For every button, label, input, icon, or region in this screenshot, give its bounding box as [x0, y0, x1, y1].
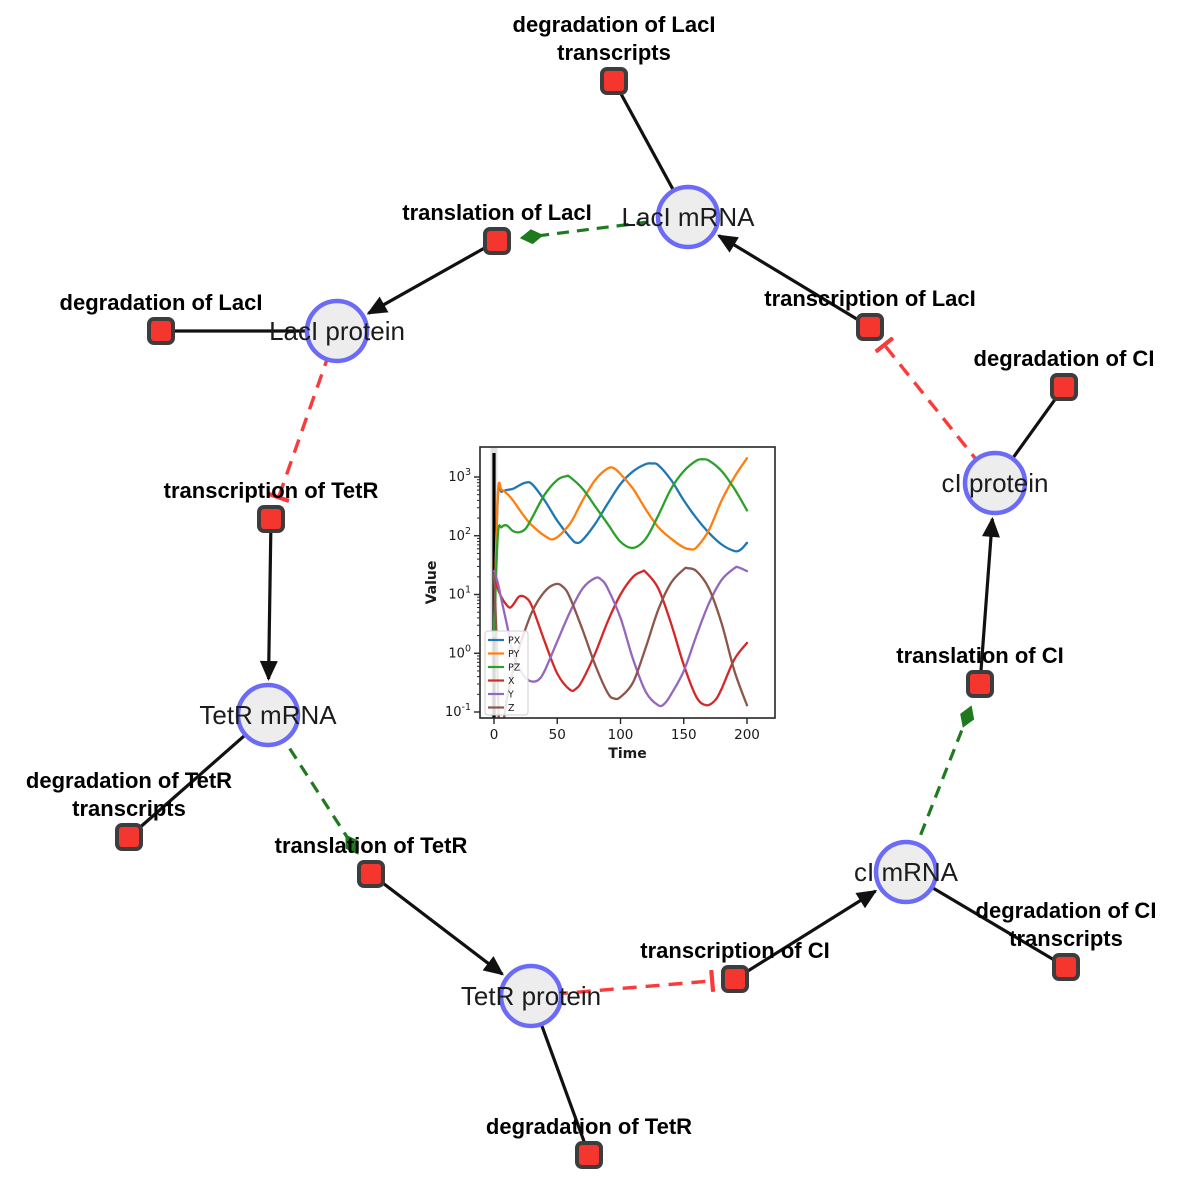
series-PY — [492, 457, 749, 637]
reaction-node-deg-ci-transcripts[interactable] — [1052, 953, 1080, 981]
legend-label-X: X — [508, 676, 515, 687]
reaction-label-translation-tetr: translation of TetR — [275, 833, 468, 858]
x-axis-label: Time — [608, 746, 646, 762]
species-node-laci-mrna[interactable] — [655, 184, 721, 250]
reaction-label-deg-tetr: degradation of TetR — [486, 1114, 692, 1139]
x-tick-50: 50 — [549, 727, 566, 743]
species-node-ci-mrna[interactable] — [873, 839, 939, 905]
reaction-node-translation-tetr[interactable] — [357, 860, 385, 888]
series-X — [492, 569, 749, 707]
reaction-node-transcription-laci[interactable] — [856, 313, 884, 341]
species-node-tetr-mrna[interactable] — [235, 682, 301, 748]
reaction-label-translation-ci: translation of CI — [896, 643, 1063, 668]
reaction-label-transcription-ci: transcription of CI — [640, 938, 829, 963]
legend-label-Z: Z — [508, 703, 515, 714]
x-tick-200: 200 — [734, 727, 760, 743]
reaction-label-transcription-laci: transcription of LacI — [764, 286, 975, 311]
reaction-node-deg-laci-transcripts[interactable] — [600, 67, 628, 95]
reaction-label-transcription-tetr: transcription of TetR — [164, 478, 379, 503]
species-label-ci-mrna: cI mRNA — [854, 857, 959, 887]
species-label-tetr-protein: TetR protein — [461, 981, 601, 1011]
reaction-node-translation-laci[interactable] — [483, 227, 511, 255]
legend-label-PX: PX — [508, 636, 521, 647]
species-node-ci-protein[interactable] — [962, 450, 1028, 516]
species-node-laci-protein[interactable] — [304, 298, 370, 364]
series-PZ — [492, 458, 749, 637]
species-label-laci-protein: LacI protein — [269, 316, 405, 346]
species-label-laci-mrna: LacI mRNA — [622, 202, 756, 232]
species-node-tetr-protein[interactable] — [498, 963, 564, 1029]
reaction-label-deg-ci-transcripts-line2: transcripts — [1009, 926, 1123, 951]
series-PX — [492, 462, 749, 637]
reaction-label-deg-laci: degradation of LacI — [60, 290, 263, 315]
legend-label-PZ: PZ — [508, 663, 521, 674]
reaction-label-deg-tetr-transcripts-line2: transcripts — [72, 796, 186, 821]
x-tick-100: 100 — [608, 727, 634, 743]
plot-border — [479, 446, 776, 719]
reaction-label-deg-laci-transcripts-line2: transcripts — [557, 40, 671, 65]
edge-production-translation-laci-to-laci-protein — [366, 239, 498, 315]
species-label-tetr-mrna: TetR mRNA — [199, 700, 337, 730]
reaction-node-transcription-tetr[interactable] — [257, 505, 285, 533]
reaction-node-translation-ci[interactable] — [966, 670, 994, 698]
x-tick-0: 0 — [490, 727, 499, 743]
edge-production-translation-tetr-to-tetr-protein — [370, 872, 504, 976]
reaction-node-deg-tetr[interactable] — [575, 1141, 603, 1169]
legend-label-Y: Y — [507, 690, 514, 701]
reaction-label-deg-tetr-transcripts-line1: degradation of TetR — [26, 768, 232, 793]
y-axis-label: Value — [424, 561, 440, 605]
edge-production-transcription-tetr-to-tetr-mrna — [259, 518, 278, 682]
reaction-node-deg-ci[interactable] — [1050, 373, 1078, 401]
edge-production-translation-ci-to-ci-protein — [978, 516, 1000, 685]
x-tick-150: 150 — [671, 727, 697, 743]
species-label-ci-protein: cI protein — [942, 468, 1049, 498]
reaction-node-deg-laci[interactable] — [147, 317, 175, 345]
reaction-label-deg-laci-transcripts-line1: degradation of LacI — [513, 12, 716, 37]
reaction-label-translation-laci: translation of LacI — [402, 200, 591, 225]
legend-label-PY: PY — [508, 649, 520, 660]
chart-legend: PX PY PZ XYZ — [484, 630, 529, 716]
reaction-node-transcription-ci[interactable] — [721, 965, 749, 993]
reaction-label-deg-ci-transcripts-line1: degradation of CI — [976, 898, 1157, 923]
reaction-node-deg-tetr-transcripts[interactable] — [115, 823, 143, 851]
edge-production-transcription-laci-to-laci-mrna — [717, 234, 871, 329]
reaction-label-deg-ci: degradation of CI — [974, 346, 1155, 371]
edge-production-transcription-ci-to-ci-mrna — [734, 889, 878, 981]
